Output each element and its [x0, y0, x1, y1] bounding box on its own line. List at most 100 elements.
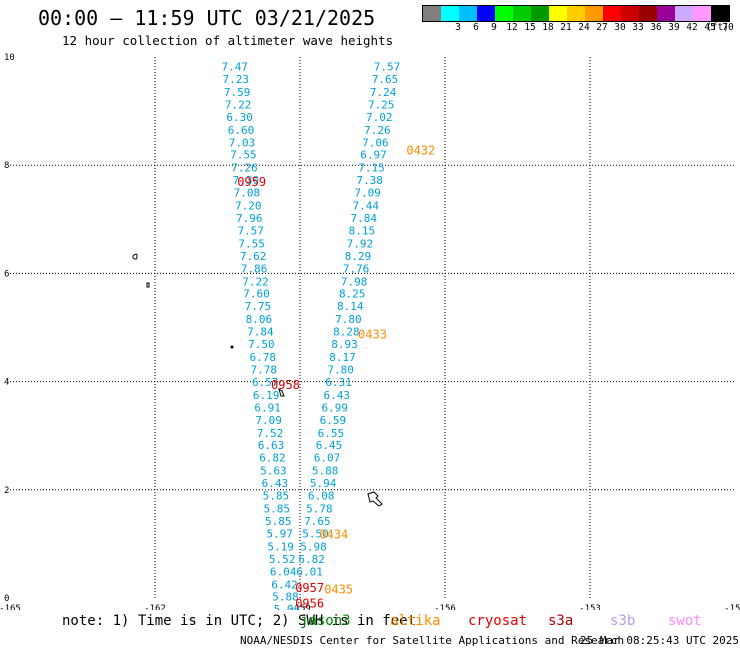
pass-time-label: 0959: [237, 175, 266, 189]
legend-swatch: [567, 6, 585, 21]
swh-value: 6.42: [271, 578, 298, 591]
swh-value: 7.22: [225, 98, 252, 111]
x-tick-label: -162: [144, 604, 166, 610]
swh-value: 6.82: [298, 553, 325, 566]
swh-value: 5.19: [267, 540, 294, 553]
legend-swatch: [711, 6, 729, 21]
swh-value: 5.06: [274, 603, 301, 610]
swh-value: 6.97: [360, 149, 387, 162]
swh-value: 7.09: [255, 414, 282, 427]
swh-value: 7.23: [222, 73, 249, 86]
swh-value: 7.24: [370, 86, 397, 99]
map-subtitle: 12 hour collection of altimeter wave hei…: [62, 33, 394, 48]
swh-value: 7.09: [354, 187, 381, 200]
legend-label: 18: [542, 22, 554, 33]
swh-value: 8.06: [246, 313, 273, 326]
swh-value: 6.78: [250, 351, 277, 364]
legend-label: 70: [722, 22, 734, 33]
swh-value: 7.44: [352, 200, 379, 213]
swh-value: 8.15: [349, 224, 376, 237]
legend-label: 3: [455, 22, 461, 33]
swh-value: 8.28: [333, 326, 360, 339]
swh-value: 7.84: [247, 326, 274, 339]
swh-value: 8.29: [345, 250, 372, 263]
legend-swatch: [495, 6, 513, 21]
swh-value: 7.59: [224, 86, 251, 99]
island-dot: [230, 345, 234, 349]
pass-time-label: 0433: [358, 327, 387, 341]
legend-swatch: [513, 6, 531, 21]
swh-value: 6.08: [308, 490, 335, 503]
swh-value: 7.25: [368, 98, 395, 111]
swh-value: 7.57: [374, 61, 401, 74]
swh-value: 7.96: [236, 212, 263, 225]
legend-swatch: [423, 6, 441, 21]
legend-label: 27: [596, 22, 608, 33]
note-text: note: 1) Time is in UTC; 2) SWH is in fe…: [62, 613, 417, 629]
x-tick-label: -159: [289, 604, 311, 610]
swh-value: 7.80: [335, 313, 362, 326]
swh-value: 6.01: [296, 565, 323, 578]
swh-value: 6.63: [258, 439, 285, 452]
swh-value: 5.85: [265, 515, 292, 528]
swh-value: 8.17: [329, 351, 356, 364]
swh-value: 7.38: [356, 174, 383, 187]
swh-value: 6.19: [253, 389, 280, 402]
swh-value: 7.55: [238, 237, 265, 250]
y-tick-label: 8: [4, 161, 9, 171]
y-tick-label: 10: [4, 53, 15, 63]
swh-value: 6.30: [226, 111, 253, 124]
map-title: 00:00 – 11:59 UTC 03/21/2025: [38, 6, 376, 30]
legend-swatch: [639, 6, 657, 21]
pass-time-label: 0956: [295, 597, 324, 610]
y-tick-label: 4: [4, 378, 9, 388]
legend-label: 21: [560, 22, 572, 33]
color-legend-labels: 3 6 9 12 15 18 21 24 27 30 33 36 39 42 45 70: [422, 22, 740, 34]
legend-swatch: [531, 6, 549, 21]
x-tick-label: -150: [724, 604, 740, 610]
pass-time-label: 0434: [319, 527, 348, 541]
swh-value: 6.57: [252, 376, 279, 389]
legend-swatch: [585, 6, 603, 21]
swh-value: 7.22: [242, 275, 269, 288]
swh-value: 6.43: [323, 389, 350, 402]
swh-value: 7.08: [234, 187, 261, 200]
swh-value: 5.85: [263, 490, 290, 503]
satellite-s3b: s3b: [610, 613, 636, 629]
swh-value: 7.06: [362, 136, 389, 149]
legend-swatch: [549, 6, 567, 21]
footer-credit: NOAA/NESDIS Center for Satellite Applica…: [240, 634, 625, 647]
legend-swatch: [693, 6, 711, 21]
swh-value: 5.85: [264, 503, 291, 516]
swh-value: 5.97: [266, 527, 293, 540]
swh-value: 6.82: [259, 452, 286, 465]
swh-value: 8.93: [331, 338, 358, 351]
swh-value: 7.60: [243, 288, 270, 301]
y-tick-label: 6: [4, 269, 9, 279]
legend-label: 33: [632, 22, 644, 33]
legend-label: 39: [668, 22, 680, 33]
swh-value: 6.55: [318, 427, 345, 440]
swh-value: 5.98: [300, 540, 327, 553]
swh-value: 6.91: [254, 401, 281, 414]
swh-value: 6.43: [262, 477, 289, 490]
swh-value: 7.55: [230, 149, 257, 162]
swh-value: 7.76: [343, 262, 370, 275]
swh-value: 7.52: [257, 427, 284, 440]
swh-value: 5.63: [260, 465, 287, 478]
swh-value: 6.59: [320, 414, 347, 427]
swh-value: 6.31: [325, 376, 352, 389]
swh-value: 7.84: [351, 212, 378, 225]
y-tick-label: 2: [4, 486, 9, 496]
swh-value: 6.99: [322, 401, 349, 414]
x-tick-label: -153: [579, 604, 601, 610]
swh-value: 7.57: [237, 224, 264, 237]
wave-height-map: -165-162-159-156-153-15002468107.477.237…: [0, 53, 740, 610]
y-tick-label: 0: [4, 594, 9, 604]
legend-swatch: [621, 6, 639, 21]
pass-time-label: 0957: [295, 581, 324, 595]
footer-timestamp: 25 Mar 08:25:43 UTC 2025: [580, 634, 739, 647]
x-tick-label: -156: [434, 604, 456, 610]
swh-value: 6.60: [228, 124, 255, 137]
swh-value: 5.94: [310, 477, 337, 490]
